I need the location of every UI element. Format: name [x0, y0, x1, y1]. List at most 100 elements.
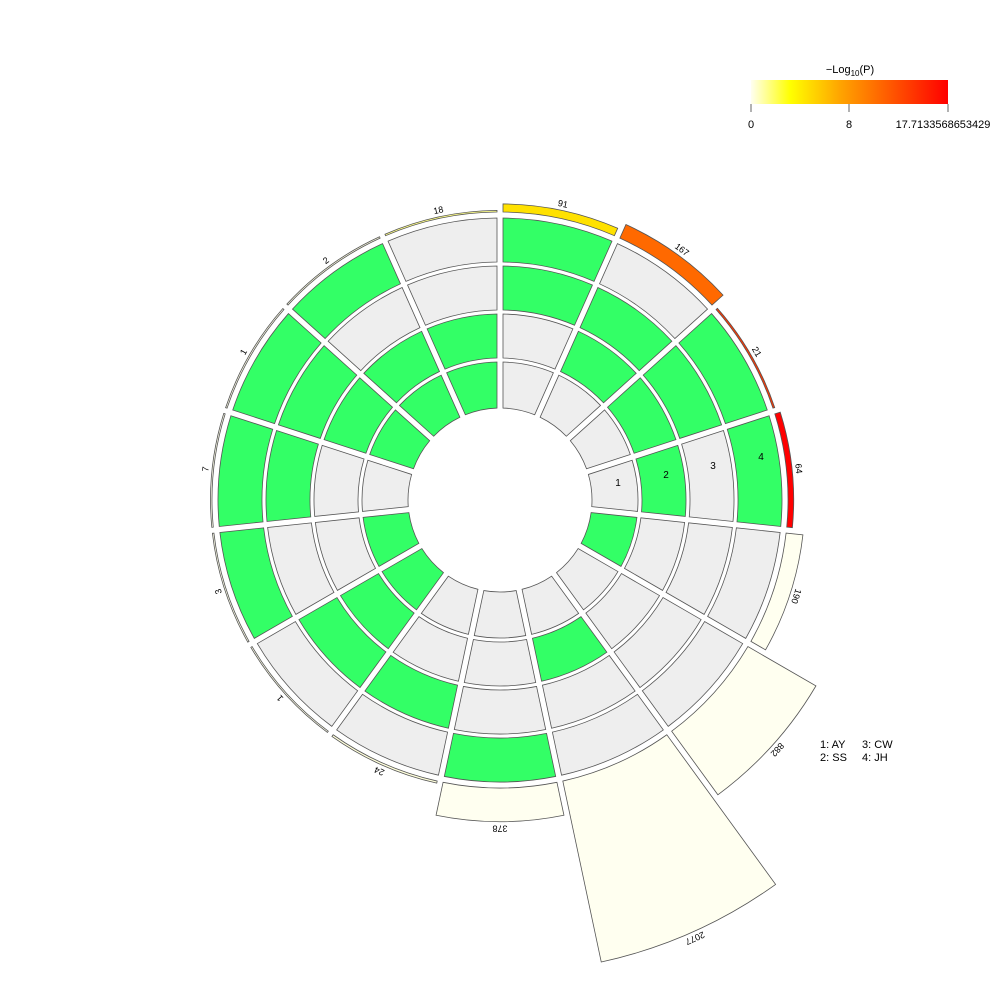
- membership-rings: [217, 217, 783, 783]
- set-index-label-2: 2: [663, 470, 669, 481]
- intersection-bar-13: [671, 646, 817, 796]
- intersection-bar-1: [715, 307, 776, 409]
- membership-cell-11-set-4: [443, 732, 557, 783]
- colorbar-tick-label-1: 8: [846, 119, 852, 131]
- membership-cell-8-set-4: [219, 527, 293, 639]
- membership-cell-7-set-1: [361, 459, 413, 512]
- set-legend-2-index: 2: [820, 752, 826, 764]
- size-label-10: 24: [373, 765, 386, 778]
- set-legend-3-colon: :: [868, 739, 874, 751]
- set-legend-4: 4: JH: [862, 752, 888, 764]
- intersection-bar-10: [331, 734, 438, 784]
- colorbar: −Log10(P) 0 8 17.7133568653429: [748, 64, 990, 131]
- set-legend-4-name: JH: [874, 752, 888, 764]
- colorbar-tick-label-0: 0: [748, 119, 754, 131]
- membership-cell-13-set-2: [585, 573, 661, 650]
- membership-cell-12-set-2: [531, 616, 608, 682]
- membership-cell-8-set-3: [267, 522, 335, 615]
- intersection-bar-12: [562, 734, 777, 963]
- set-legend-1: 1: AY: [820, 739, 846, 751]
- membership-cell-9-set-3: [298, 597, 387, 689]
- colorbar-tick-label-2: 17.7133568653429: [896, 119, 991, 131]
- membership-cell-10-set-2: [392, 616, 469, 682]
- size-label-6: 1: [238, 347, 249, 356]
- membership-cell-2-set-4: [599, 243, 709, 340]
- set-legend-4-colon: :: [868, 752, 874, 764]
- membership-cell-12-set-3: [541, 654, 636, 729]
- set-legend-3-index: 3: [862, 739, 868, 751]
- membership-cell-4-set-4: [387, 217, 498, 282]
- colorbar-title: −Log10(P): [826, 64, 874, 78]
- colorbar-gradient: [751, 80, 948, 104]
- membership-cell-4-set-3: [407, 265, 498, 326]
- size-label-14: 190: [789, 588, 803, 605]
- membership-cell-9-set-2: [339, 573, 415, 650]
- membership-cell-0-set-2: [635, 444, 687, 517]
- size-label-11: 378: [492, 823, 507, 833]
- membership-cell-6-set-4: [232, 312, 322, 425]
- membership-cell-10-set-4: [336, 693, 449, 776]
- membership-cell-5-set-1: [398, 374, 461, 437]
- colorbar-title-suffix: (P): [860, 64, 875, 76]
- membership-cell-4-set-1: [446, 361, 498, 416]
- intersection-bar-9: [250, 646, 329, 733]
- membership-cell-1-set-3: [642, 345, 723, 439]
- membership-cell-11-set-3: [453, 685, 547, 735]
- membership-cell-7-set-4: [217, 415, 274, 527]
- intersection-bar-14: [750, 532, 804, 651]
- colorbar-title-prefix: −Log: [826, 64, 851, 76]
- membership-cell-5-set-3: [327, 286, 421, 372]
- size-label-8: 3: [213, 588, 224, 596]
- membership-cell-1-set-2: [606, 377, 677, 454]
- set-legend-1-colon: :: [826, 739, 832, 751]
- membership-cell-2-set-2: [559, 330, 637, 404]
- set-legend-1-index: 1: [820, 739, 826, 751]
- set-legend-2: 2: SS: [820, 752, 847, 764]
- membership-cell-3-set-1: [502, 361, 554, 416]
- size-label-4: 18: [432, 204, 444, 216]
- membership-cell-2-set-1: [539, 374, 602, 437]
- membership-cell-3-set-3: [502, 265, 593, 326]
- membership-cell-10-set-1: [420, 575, 479, 635]
- membership-cell-8-set-2: [314, 517, 377, 591]
- membership-cell-13-set-3: [613, 597, 702, 689]
- intersection-bar-2: [619, 224, 724, 306]
- membership-cell-2-set-3: [579, 286, 673, 372]
- membership-cell-12-set-1: [521, 575, 580, 635]
- membership-cell-12-set-4: [551, 693, 664, 776]
- membership-cell-6-set-2: [323, 377, 394, 454]
- intersection-bar-3: [502, 203, 619, 237]
- intersection-bar-5: [286, 236, 381, 306]
- membership-cell-0-set-1: [587, 459, 639, 512]
- set-legend-3: 3: CW: [862, 739, 893, 751]
- size-label-0: 64: [793, 463, 804, 474]
- set-index-label-4: 4: [758, 452, 764, 463]
- set-legend: 1: AY 3: CW 2: SS 4: JH: [820, 739, 893, 764]
- intersection-bar-8: [211, 532, 250, 643]
- intersection-bar-0: [774, 411, 795, 529]
- membership-cell-4-set-2: [426, 313, 498, 370]
- intersection-bar-7: [210, 412, 226, 528]
- intersection-bar-6: [225, 307, 285, 409]
- membership-cell-3-set-4: [502, 217, 613, 282]
- membership-cell-7-set-2: [313, 444, 365, 517]
- size-label-1: 21: [750, 345, 764, 359]
- set-legend-1-name: AY: [832, 739, 847, 751]
- membership-cell-7-set-3: [265, 430, 319, 522]
- size-label-9: 1: [275, 693, 286, 703]
- membership-cell-5-set-4: [291, 243, 401, 340]
- colorbar-title-sub: 10: [851, 69, 860, 78]
- membership-cell-11-set-1: [473, 590, 527, 639]
- size-label-7: 7: [200, 466, 210, 472]
- membership-cell-6-set-3: [277, 345, 358, 439]
- set-index-labels: 1 2 3 4: [615, 452, 764, 489]
- membership-cell-14-set-1: [580, 512, 638, 567]
- membership-cell-0-set-4: [726, 415, 783, 527]
- membership-cell-5-set-2: [363, 330, 441, 404]
- membership-cell-13-set-4: [641, 621, 744, 727]
- membership-cell-8-set-1: [362, 512, 420, 567]
- set-legend-2-name: SS: [832, 752, 847, 764]
